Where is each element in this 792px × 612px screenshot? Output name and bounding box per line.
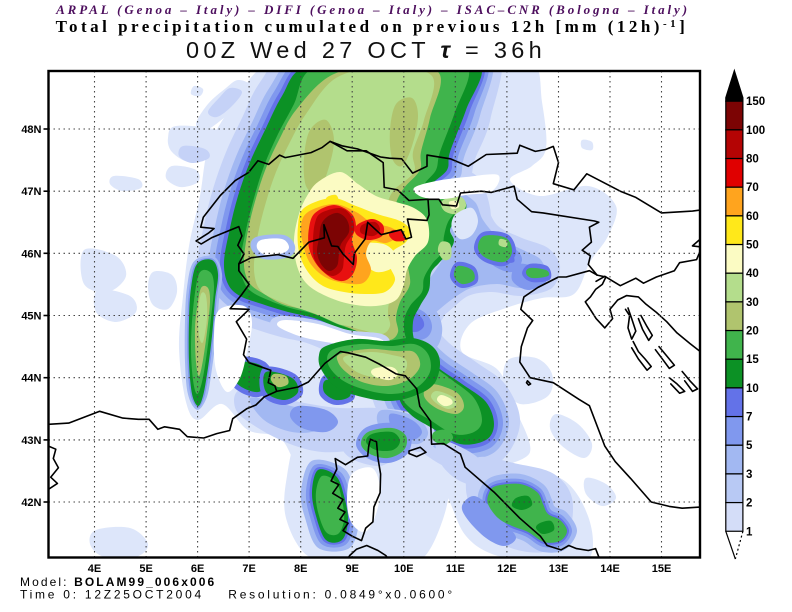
- svg-text:5: 5: [746, 440, 753, 452]
- svg-text:10: 10: [746, 383, 759, 395]
- svg-text:15E: 15E: [652, 563, 672, 575]
- svg-text:60: 60: [746, 211, 759, 223]
- svg-text:100: 100: [746, 125, 765, 137]
- svg-text:7E: 7E: [242, 563, 255, 575]
- svg-text:15: 15: [746, 354, 759, 366]
- svg-text:5E: 5E: [139, 563, 152, 575]
- svg-text:7: 7: [746, 412, 752, 424]
- svg-text:Total precipitation cumulated: Total precipitation cumulated on previou…: [56, 17, 689, 36]
- svg-text:Model: BOLAM99_006x006: Model: BOLAM99_006x006: [20, 575, 216, 589]
- svg-text:9E: 9E: [345, 563, 358, 575]
- svg-text:30: 30: [746, 297, 759, 309]
- svg-text:11E: 11E: [446, 563, 465, 575]
- svg-text:13E: 13E: [549, 563, 569, 575]
- svg-text:ARPAL (Genoa – Italy) – DIFI (: ARPAL (Genoa – Italy) – DIFI (Genoa – It…: [55, 2, 690, 17]
- svg-text:20: 20: [746, 326, 759, 338]
- svg-text:6E: 6E: [191, 563, 204, 575]
- svg-text:48N: 48N: [21, 124, 41, 136]
- svg-text:47N: 47N: [21, 186, 41, 198]
- svg-text:4E: 4E: [88, 563, 101, 575]
- svg-text:46N: 46N: [21, 248, 41, 260]
- svg-text:2: 2: [746, 498, 752, 510]
- svg-text:10E: 10E: [394, 563, 414, 575]
- svg-text:50: 50: [746, 240, 759, 252]
- svg-text:150: 150: [746, 96, 765, 108]
- svg-text:Time 0: 12Z25OCT2004 Resolu: Time 0: 12Z25OCT2004 Resolution: 0.0849°…: [20, 588, 455, 602]
- svg-text:00Z Wed 27 OCT τ = 36h: 00Z Wed 27 OCT τ = 36h: [186, 37, 546, 63]
- svg-text:12E: 12E: [497, 563, 517, 575]
- svg-text:3: 3: [746, 469, 752, 481]
- svg-text:45N: 45N: [21, 311, 41, 323]
- svg-text:44N: 44N: [21, 373, 41, 385]
- svg-text:80: 80: [746, 154, 759, 166]
- svg-text:43N: 43N: [21, 435, 41, 447]
- svg-text:42N: 42N: [21, 497, 41, 509]
- svg-text:14E: 14E: [600, 563, 620, 575]
- svg-text:70: 70: [746, 182, 759, 194]
- svg-text:8E: 8E: [294, 563, 307, 575]
- svg-text:1: 1: [746, 526, 753, 538]
- svg-text:40: 40: [746, 268, 759, 280]
